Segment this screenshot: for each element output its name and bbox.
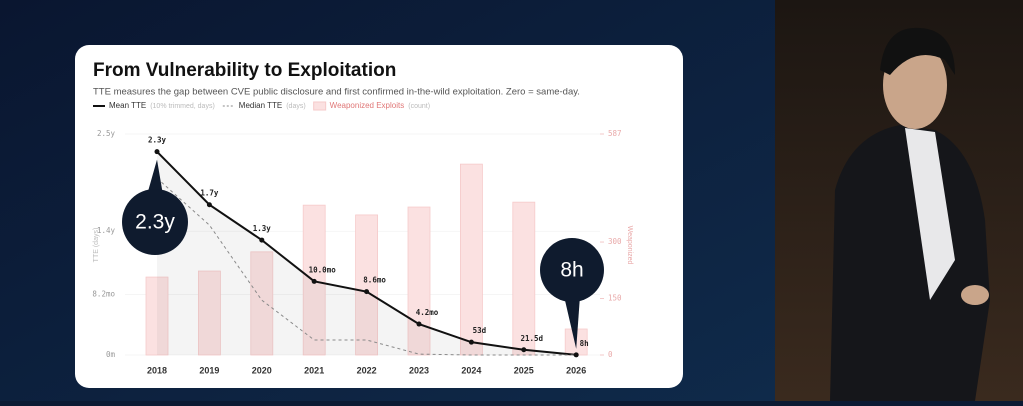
x-tick-label: 2021	[304, 365, 324, 375]
y2-tick-label: 150	[608, 294, 622, 303]
legend-label: Mean TTE	[109, 101, 146, 110]
point	[364, 289, 370, 295]
bar	[250, 251, 274, 356]
point	[206, 202, 212, 208]
legend-label: Weaponized Exploits	[330, 101, 405, 110]
bar	[145, 276, 169, 356]
value-label: 8h	[580, 339, 589, 348]
x-tick-label: 2022	[357, 365, 377, 375]
chart-title: From Vulnerability to Exploitation	[93, 60, 396, 81]
point	[468, 339, 474, 345]
point	[521, 347, 527, 353]
legend-note: (10% trimmed, days)	[150, 103, 215, 110]
x-tick-label: 2018	[147, 365, 167, 375]
y2-axis-title: Weaponized	[626, 226, 633, 265]
value-label: 1.7y	[200, 189, 219, 198]
value-label: 4.2mo	[416, 308, 439, 317]
legend-note: (days)	[286, 103, 305, 110]
value-label: 2.3y	[148, 136, 167, 145]
value-label: 53d	[473, 326, 487, 335]
y2-tick-label: 587	[608, 129, 622, 138]
x-tick-label: 2020	[252, 365, 272, 375]
speaker	[830, 27, 990, 401]
bar	[512, 201, 536, 356]
callout-text: 8h	[560, 259, 583, 282]
x-tick-label: 2025	[514, 365, 534, 375]
value-label: 8.6mo	[363, 276, 386, 285]
callout-bubble	[540, 238, 604, 302]
line	[156, 177, 577, 356]
callout-bubble	[122, 189, 188, 255]
y-tick-label: 2.5y	[97, 129, 116, 138]
x-tick-label: 2019	[199, 365, 219, 375]
plot: 0m 8.2mo 1.4y 2.5y 0 150 300 587 2018 2019 2020 202…	[92, 129, 622, 375]
bar	[407, 206, 431, 356]
y-tick-label: 1.4y	[97, 226, 116, 235]
y2-tick-label: 0	[608, 350, 613, 359]
x-tick-label: 2024	[461, 365, 481, 375]
x-tick-label: 2023	[409, 365, 429, 375]
y2-tick-label: 300	[608, 237, 622, 246]
chart-subtitle: TTE measures the gap between CVE public …	[93, 87, 580, 98]
point	[311, 278, 317, 284]
legend-note: (count)	[408, 103, 430, 110]
legend-label: Median TTE	[239, 101, 282, 110]
value-label: 1.3y	[253, 224, 272, 233]
x-tick-label: 2026	[566, 365, 586, 375]
y-axis-title: TTE (days)	[93, 228, 100, 263]
callout-bubble	[147, 159, 163, 195]
bar	[355, 214, 379, 356]
value-label: 10.0mo	[309, 265, 337, 274]
legend-swatch	[313, 101, 327, 111]
point	[259, 237, 265, 243]
point	[416, 321, 422, 327]
callout-text: 2.3y	[135, 211, 175, 234]
bar	[197, 270, 221, 356]
legend: Mean TTE (10% trimmed, days) Median TTE (da…	[93, 101, 430, 111]
point	[154, 149, 160, 155]
point	[573, 352, 579, 358]
y-tick-label: 0m	[106, 350, 116, 359]
value-label: 21.5d	[521, 334, 544, 343]
area	[157, 151, 577, 355]
y-tick-label: 8.2mo	[92, 290, 115, 299]
callout-bubble	[564, 296, 580, 349]
